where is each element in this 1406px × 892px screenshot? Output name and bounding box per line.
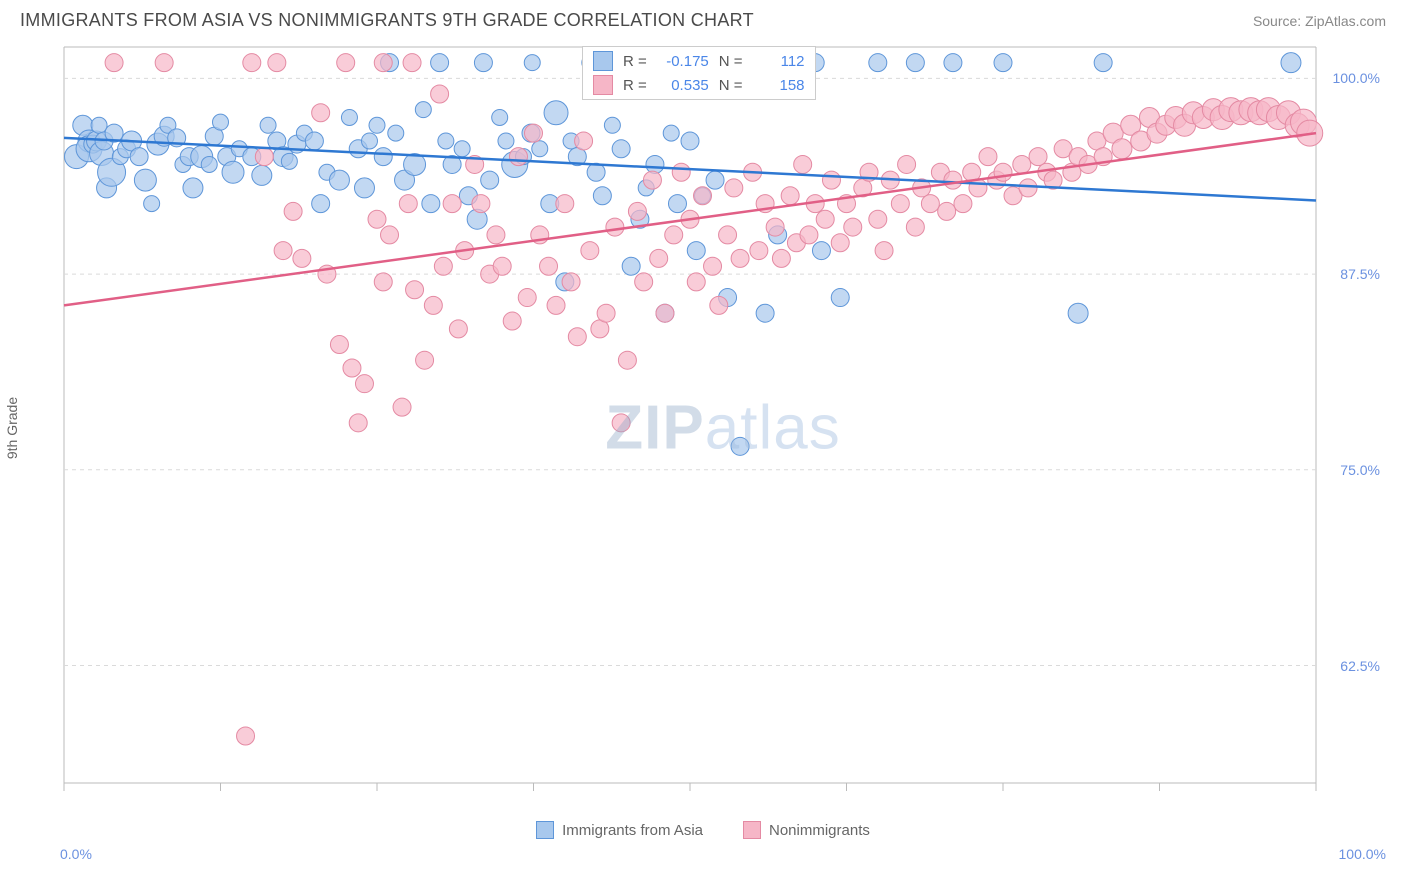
legend-label-2: Nonimmigrants — [769, 822, 870, 839]
chart-header: IMMIGRANTS FROM ASIA VS NONIMMIGRANTS 9T… — [0, 0, 1406, 35]
stats-r-label: R = — [623, 53, 647, 70]
legend-swatch-2 — [743, 821, 761, 839]
source-label: Source: ZipAtlas.com — [1253, 13, 1386, 29]
stats-r-value: -0.175 — [657, 53, 709, 70]
stats-n-value: 112 — [753, 53, 805, 70]
stats-row: R = 0.535 N = 158 — [583, 73, 815, 97]
legend-item-series-1: Immigrants from Asia — [536, 821, 703, 839]
x-axis-min-label: 0.0% — [60, 846, 92, 862]
y-tick-label: 100.0% — [1333, 70, 1380, 86]
stats-row: R = -0.175 N = 112 — [583, 49, 815, 73]
correlation-stats-box: R = -0.175 N = 112 R = 0.535 N = 158 — [582, 46, 816, 100]
stats-n-label: N = — [719, 53, 743, 70]
y-tick-label: 75.0% — [1340, 462, 1380, 478]
scatter-plot — [60, 43, 1386, 813]
chart-area: 9th Grade ZIPatlas 62.5%75.0%87.5%100.0%… — [60, 43, 1386, 813]
stats-n-label: N = — [719, 77, 743, 94]
stats-swatch — [593, 51, 613, 71]
stats-n-value: 158 — [753, 77, 805, 94]
stats-r-label: R = — [623, 77, 647, 94]
legend-item-series-2: Nonimmigrants — [743, 821, 870, 839]
legend: Immigrants from Asia Nonimmigrants — [0, 821, 1406, 839]
x-axis-max-label: 100.0% — [1339, 846, 1386, 862]
chart-title: IMMIGRANTS FROM ASIA VS NONIMMIGRANTS 9T… — [20, 10, 754, 31]
stats-swatch — [593, 75, 613, 95]
legend-label-1: Immigrants from Asia — [562, 822, 703, 839]
y-tick-label: 87.5% — [1340, 266, 1380, 282]
stats-r-value: 0.535 — [657, 77, 709, 94]
y-axis-label: 9th Grade — [4, 397, 20, 459]
x-axis-end-labels: 0.0% 100.0% — [60, 846, 1386, 862]
legend-swatch-1 — [536, 821, 554, 839]
y-tick-label: 62.5% — [1340, 658, 1380, 674]
